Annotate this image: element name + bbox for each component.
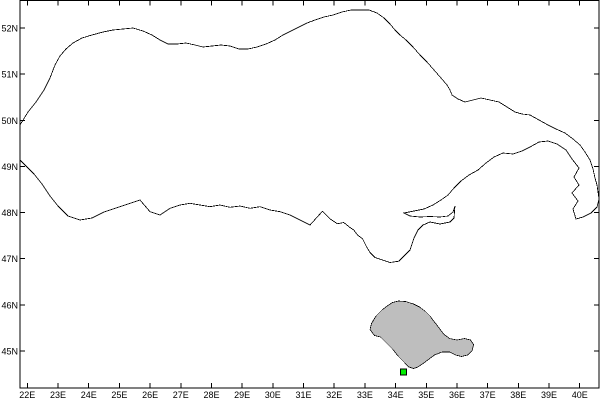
svg-text:30E: 30E bbox=[265, 390, 281, 400]
svg-text:26E: 26E bbox=[142, 390, 158, 400]
svg-text:47N: 47N bbox=[1, 254, 18, 264]
svg-text:27E: 27E bbox=[173, 390, 189, 400]
svg-text:40E: 40E bbox=[572, 390, 588, 400]
svg-text:39E: 39E bbox=[541, 390, 557, 400]
svg-text:29E: 29E bbox=[234, 390, 250, 400]
svg-text:46N: 46N bbox=[1, 300, 18, 310]
svg-text:33E: 33E bbox=[357, 390, 373, 400]
svg-text:37E: 37E bbox=[480, 390, 496, 400]
svg-text:24E: 24E bbox=[81, 390, 97, 400]
svg-text:49N: 49N bbox=[1, 162, 18, 172]
svg-text:52N: 52N bbox=[1, 24, 18, 34]
svg-text:34E: 34E bbox=[388, 390, 404, 400]
svg-text:22E: 22E bbox=[19, 390, 35, 400]
svg-text:23E: 23E bbox=[50, 390, 66, 400]
svg-text:45N: 45N bbox=[1, 347, 18, 357]
svg-text:25E: 25E bbox=[111, 390, 127, 400]
svg-text:31E: 31E bbox=[295, 390, 311, 400]
svg-text:32E: 32E bbox=[326, 390, 342, 400]
svg-text:35E: 35E bbox=[418, 390, 434, 400]
svg-text:28E: 28E bbox=[203, 390, 219, 400]
svg-text:36E: 36E bbox=[449, 390, 465, 400]
svg-text:50N: 50N bbox=[1, 116, 18, 126]
svg-text:48N: 48N bbox=[1, 208, 18, 218]
svg-text:38E: 38E bbox=[510, 390, 526, 400]
svg-text:51N: 51N bbox=[1, 70, 18, 80]
